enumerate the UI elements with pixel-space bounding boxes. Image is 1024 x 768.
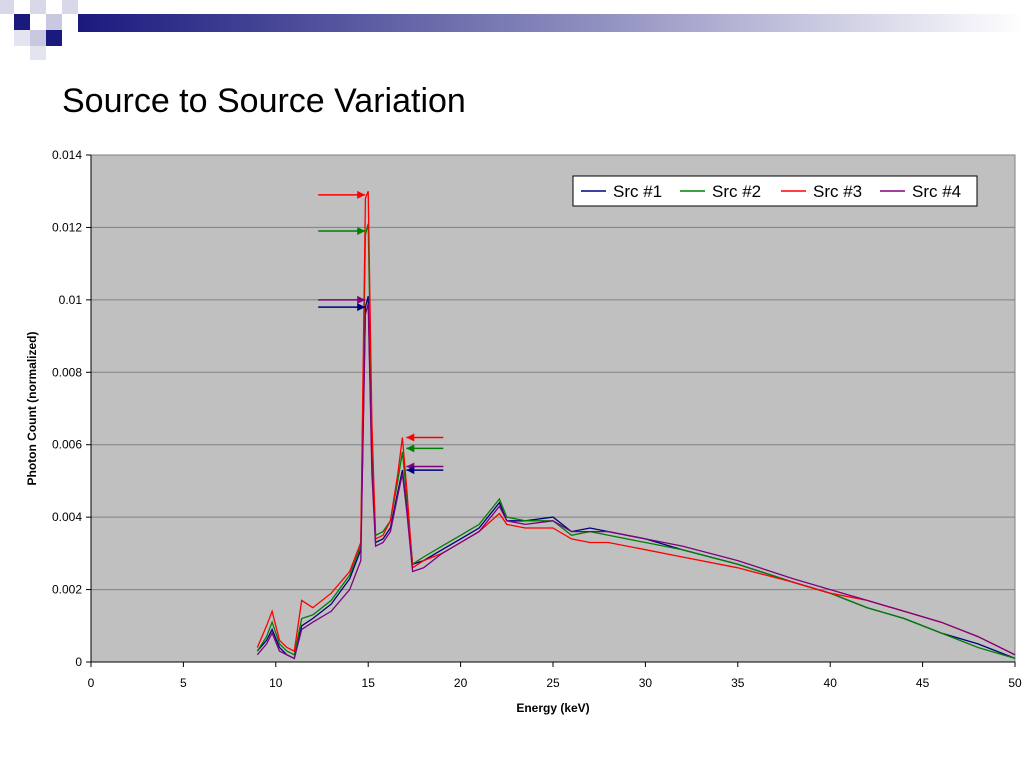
arrow-head	[357, 303, 366, 312]
header-gradient-bar	[78, 14, 1024, 32]
annotation-arrow	[406, 433, 444, 442]
decoration-square	[0, 0, 14, 14]
x-tick-label: 0	[88, 676, 95, 690]
x-tick-label: 50	[1008, 676, 1022, 690]
decoration-square	[30, 30, 46, 46]
y-tick-label: 0.01	[59, 293, 83, 307]
x-tick-label: 40	[824, 676, 838, 690]
annotation-arrow	[318, 227, 366, 236]
x-axis-title: Energy (keV)	[516, 701, 589, 715]
arrow-head	[406, 466, 415, 475]
decoration-square	[46, 30, 62, 46]
annotation-arrow	[318, 190, 366, 199]
arrow-head	[406, 444, 415, 453]
series-line-src-4	[256, 303, 1016, 660]
legend-box	[572, 175, 978, 207]
y-tick-label: 0.006	[52, 438, 82, 452]
y-tick-label: 0.012	[52, 220, 82, 234]
decoration-square	[14, 30, 30, 46]
y-axis-title: Photon Count (normalized)	[25, 332, 39, 486]
y-tick-label: 0.014	[52, 148, 82, 162]
x-tick-label: 45	[916, 676, 930, 690]
x-tick-label: 15	[362, 676, 376, 690]
annotation-arrow	[406, 444, 444, 453]
legend-label: Src #2	[712, 182, 761, 201]
arrow-head	[406, 433, 415, 442]
y-tick-label: 0.002	[52, 583, 82, 597]
legend: Src #1 Src #2 Src #3 Src #4	[572, 175, 978, 207]
slide-title: Source to Source Variation	[62, 82, 466, 120]
annotation-arrow	[318, 295, 366, 304]
legend-label: Src #1	[613, 182, 662, 201]
decoration-square	[14, 14, 30, 30]
y-tick-label: 0.008	[52, 365, 82, 379]
spectrum-chart: 0 0.002 0.004 0.006 0.008 0.01 0.012 0.014 0 5 10 1…	[25, 148, 1022, 715]
x-tick-label: 5	[180, 676, 187, 690]
arrow-head	[357, 295, 366, 304]
legend-label: Src #4	[912, 182, 961, 201]
arrow-head	[357, 190, 366, 199]
annotation-arrow	[318, 303, 366, 312]
legend-label: Src #3	[813, 182, 862, 201]
x-tick-label: 30	[639, 676, 653, 690]
y-tick-label: 0	[75, 655, 82, 669]
header-decoration	[0, 0, 1024, 60]
x-tick-label: 35	[731, 676, 745, 690]
series-line-src-3	[256, 190, 1016, 656]
x-tick-label: 10	[269, 676, 283, 690]
x-tick-label: 25	[546, 676, 560, 690]
series-line-src-2	[256, 223, 1016, 660]
decoration-square	[62, 0, 78, 14]
decoration-square	[46, 14, 62, 30]
y-tick-label: 0.004	[52, 510, 82, 524]
arrow-head	[357, 227, 366, 236]
decoration-square	[30, 46, 46, 60]
plot-area	[90, 154, 1016, 663]
x-tick-label: 20	[454, 676, 468, 690]
decoration-square	[30, 0, 46, 14]
annotation-arrow	[406, 466, 444, 475]
